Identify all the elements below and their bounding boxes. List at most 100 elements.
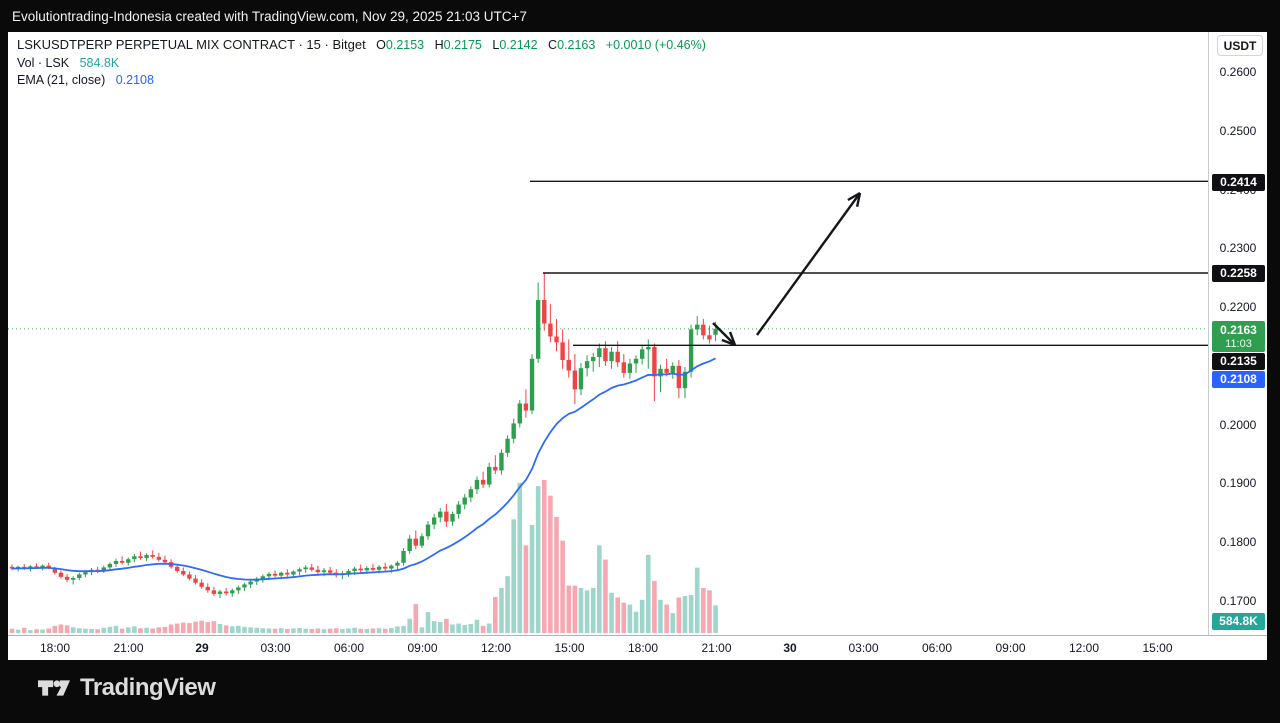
price-axis-tick: 0.1800	[1219, 535, 1257, 550]
candle-body	[591, 357, 596, 362]
candle-body	[505, 438, 510, 453]
open-letter: O	[376, 38, 386, 52]
candle-body	[364, 568, 370, 571]
candle-body	[77, 574, 82, 579]
volume-bar	[138, 628, 143, 633]
volume-bar	[535, 486, 541, 633]
price-axis-tick: 0.1900	[1219, 476, 1257, 491]
volume-readout: 584.8K	[79, 55, 120, 70]
volume-bar	[382, 628, 388, 633]
volume-bar	[456, 623, 461, 633]
drawn-arrow[interactable]	[756, 192, 861, 336]
candle-body	[682, 371, 688, 389]
candle-body	[627, 363, 633, 373]
volume-bar	[229, 626, 235, 633]
candle-body	[566, 359, 571, 371]
volume-bar	[480, 625, 486, 633]
price-axis-tick: 0.2000	[1219, 417, 1257, 432]
volume-bar	[541, 480, 547, 633]
volume-bar	[119, 628, 125, 633]
volume-bar	[199, 620, 204, 633]
time-axis-tick: 03:00	[848, 641, 879, 655]
candle-body	[493, 466, 498, 471]
line-price-3-tag: 0.2135	[1212, 352, 1265, 370]
volume-bar	[609, 592, 614, 633]
candle-body	[242, 584, 247, 588]
candle-body	[309, 567, 314, 570]
open-value: 0.2153	[385, 38, 425, 52]
volume-bar	[21, 627, 27, 633]
chart-plot-area[interactable]: LSKUSDTPERP PERPETUAL MIX CONTRACT · 15 …	[8, 32, 1208, 635]
drawn-arrow[interactable]	[712, 322, 736, 346]
tradingview-logo-icon	[38, 680, 70, 696]
ema-readout: 0.2108	[115, 73, 154, 87]
candle-body	[119, 560, 125, 563]
volume-bar	[242, 626, 247, 633]
volume-bar	[150, 628, 156, 633]
volume-bar	[125, 627, 131, 633]
volume-bar	[517, 482, 523, 633]
price-axis[interactable]: USDT 0.26000.25000.24000.23000.22000.200…	[1208, 32, 1267, 635]
candle-body	[688, 329, 694, 372]
candle-body	[138, 556, 143, 559]
candle-body	[132, 556, 137, 560]
price-axis-tick: 0.2200	[1219, 300, 1257, 315]
volume-bar	[462, 624, 468, 633]
volume-bar	[272, 628, 278, 633]
volume-bar	[401, 625, 406, 633]
volume-bar	[627, 604, 633, 633]
volume-bar	[590, 588, 596, 633]
volume-bar	[174, 623, 180, 633]
time-axis-tick: 15:00	[554, 641, 585, 655]
candle-body	[639, 349, 645, 359]
volume-bar	[664, 604, 669, 633]
candle-body	[431, 517, 437, 525]
candle-body	[646, 347, 651, 350]
attribution-bar: Evolutiontrading-Indonesia created with …	[0, 0, 1280, 32]
candle-body	[40, 565, 45, 568]
volume-bar	[419, 627, 425, 633]
volume-bar	[560, 540, 565, 633]
ema-price-tag: 0.2108	[1212, 370, 1265, 388]
candle-body	[529, 358, 535, 411]
legend-volume-row[interactable]: Vol · LSK 584.8K	[17, 55, 706, 73]
high-letter: H	[434, 38, 444, 52]
candle-body	[603, 348, 608, 362]
volume-bar	[181, 622, 186, 633]
legend-ema-row[interactable]: EMA (21, close) 0.2108	[17, 72, 706, 90]
candle-body	[266, 573, 272, 577]
time-axis-tick: 06:00	[333, 641, 365, 655]
candle-body	[248, 581, 253, 585]
volume-bar	[474, 619, 480, 633]
candlestick-chart[interactable]	[8, 32, 1208, 635]
candle-body	[174, 566, 180, 571]
volume-bar	[486, 623, 492, 633]
volume-bar	[260, 628, 266, 633]
volume-value-tag: 584.8K	[1212, 612, 1265, 630]
time-axis-tick: 03:00	[260, 641, 291, 655]
candle-body	[419, 536, 425, 546]
candle-body	[676, 365, 682, 389]
ema-line[interactable]	[11, 357, 716, 581]
candle-body	[560, 342, 565, 360]
volume-bar	[450, 624, 455, 633]
volume-bar	[701, 588, 706, 633]
close-value: 0.2163	[557, 38, 596, 52]
volume-bar	[425, 612, 431, 633]
candle-body	[456, 504, 461, 514]
high-value: 0.2175	[443, 38, 482, 52]
volume-bar	[529, 525, 535, 633]
time-axis[interactable]: 18:00 21:00 29 03:00 06:00 09:00 12:00 15:00 18:…	[8, 635, 1267, 660]
tradingview-logo[interactable]: TradingView	[38, 674, 216, 702]
candle-body	[633, 358, 639, 364]
candle-body	[150, 555, 155, 557]
volume-bar	[389, 628, 394, 633]
time-axis-tick: 21:00	[701, 641, 732, 655]
currency-toggle-button[interactable]: USDT	[1217, 35, 1263, 56]
legend-symbol-row[interactable]: LSKUSDTPERP PERPETUAL MIX CONTRACT · 15 …	[17, 36, 706, 55]
volume-bar	[9, 628, 15, 633]
countdown-timer: 11:03	[1225, 338, 1252, 350]
volume-bar	[52, 625, 58, 633]
candle-body	[321, 570, 327, 573]
time-axis-tick: 15:00	[1142, 641, 1173, 655]
